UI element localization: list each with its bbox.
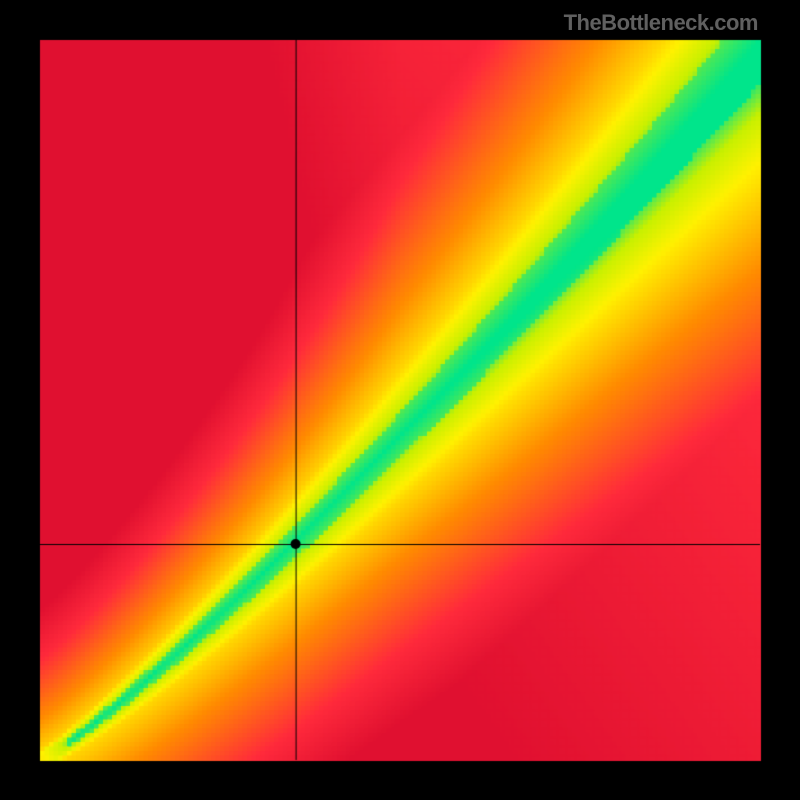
- watermark-text: TheBottleneck.com: [564, 10, 758, 36]
- chart-container: TheBottleneck.com: [0, 0, 800, 800]
- bottleneck-heatmap-canvas: [0, 0, 800, 800]
